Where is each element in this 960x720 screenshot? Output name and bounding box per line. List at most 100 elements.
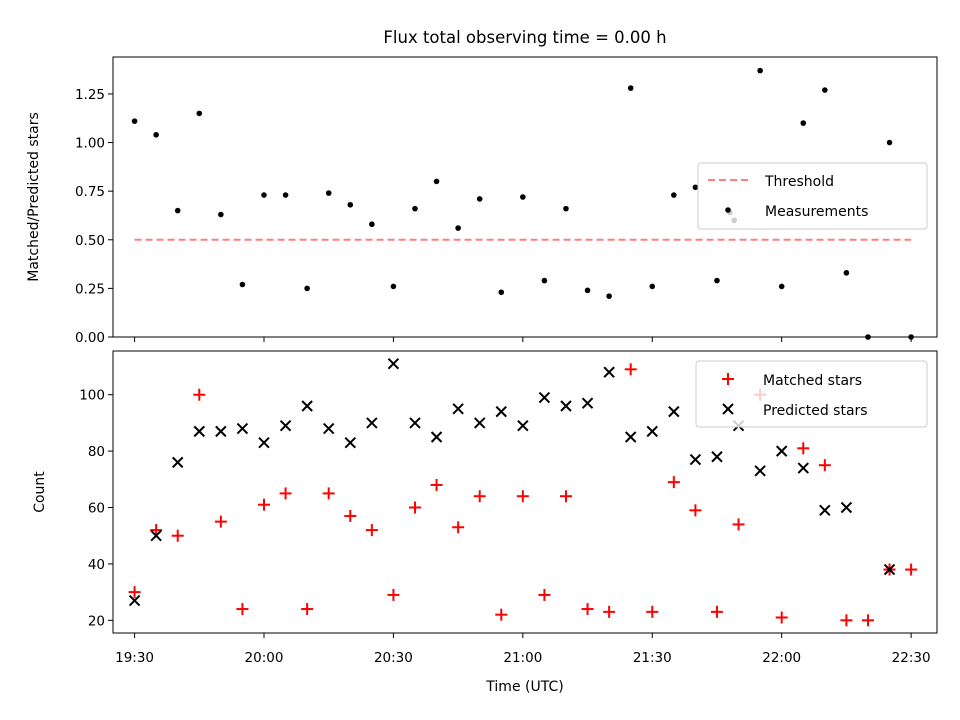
ratio-legend: Threshold Measurements: [697, 162, 928, 230]
x-tick-label: 19:30: [115, 650, 154, 666]
matched-star-point: [689, 504, 702, 517]
matched-stars-points: [128, 363, 918, 627]
matched-star-point: [646, 605, 659, 618]
matched-star-point: [818, 459, 831, 472]
count-y-axis-label: Count: [32, 471, 48, 513]
predicted-star-point: [883, 563, 896, 576]
measurement-point: [671, 192, 677, 198]
predicted-star-point: [517, 420, 529, 432]
predicted-star-point: [301, 400, 313, 412]
predicted-star-point: [344, 436, 356, 449]
measurement-point: [369, 221, 375, 228]
measurement-point: [347, 201, 354, 208]
measurement-point: [714, 277, 720, 284]
predicted-star-point: [689, 453, 702, 466]
measurement-point: [822, 87, 828, 93]
count-y-ticks: 20 40 60 80 100: [79, 388, 113, 629]
measurement-points: [131, 67, 914, 340]
x-tick-label: 22:00: [762, 650, 801, 666]
matched-star-point: [344, 509, 357, 522]
predicted-stars-points: [128, 357, 896, 607]
x-tick-label: 20:00: [245, 650, 284, 666]
matched-star-point: [559, 490, 572, 503]
measurement-point: [541, 277, 548, 284]
matched-star-point: [538, 588, 551, 601]
predicted-star-point: [754, 465, 766, 477]
matched-star-point: [430, 478, 443, 491]
ratio-y-tick-label: 0.75: [75, 184, 105, 200]
ratio-panel: 0.00 0.25 0.50 0.75 1.00 1.25 Matched/Predict…: [26, 56, 938, 346]
matched-star-point: [581, 603, 594, 616]
measurement-point: [304, 285, 310, 292]
matched-star-point: [775, 611, 788, 624]
matched-star-point: [861, 614, 874, 627]
count-y-tick-label: 80: [88, 444, 105, 460]
measurement-point: [498, 289, 505, 296]
predicted-star-point: [258, 436, 270, 449]
ratio-legend-box: [697, 162, 928, 230]
count-y-tick-label: 60: [88, 501, 105, 517]
matched-star-point: [408, 501, 421, 514]
predicted-star-point: [430, 431, 443, 443]
measurement-point: [153, 131, 159, 138]
matched-star-point: [624, 363, 637, 376]
predicted-star-point: [538, 391, 551, 404]
count-panel: 20 40 60 80 100 19:30 20:00 20:30 21:00 21:30 22:…: [32, 350, 938, 695]
legend-predicted-swatch: [722, 403, 734, 415]
matched-star-point: [171, 529, 184, 542]
matched-star-point: [236, 603, 249, 616]
legend-predicted-label: Predicted stars: [763, 403, 868, 419]
matched-star-point: [257, 498, 270, 511]
predicted-star-point: [322, 422, 335, 435]
ratio-y-tick-label: 1.00: [75, 136, 105, 152]
measurement-point: [778, 283, 785, 290]
matched-star-point: [452, 521, 465, 534]
matched-star-point: [667, 476, 680, 489]
matched-star-point: [840, 614, 853, 627]
measurement-point: [649, 283, 656, 290]
matched-star-point: [193, 388, 206, 401]
measurement-point: [843, 270, 850, 276]
ratio-y-axis-label: Matched/Predicted stars: [26, 112, 42, 282]
count-y-tick-label: 20: [88, 613, 105, 629]
measurement-point: [584, 287, 591, 294]
predicted-star-point: [387, 357, 400, 370]
predicted-star-point: [624, 431, 637, 443]
matched-star-point: [495, 608, 508, 621]
measurement-point: [627, 85, 634, 91]
predicted-star-point: [150, 530, 162, 542]
predicted-star-point: [581, 397, 594, 409]
measurement-point: [757, 67, 763, 74]
legend-measurements-swatch: [725, 207, 731, 213]
predicted-star-point: [279, 420, 292, 432]
matched-star-point: [150, 524, 163, 537]
count-x-ticks: 19:30 20:00 20:30 21:00 21:30 22:00 22:30: [115, 633, 931, 666]
measurement-point: [282, 192, 289, 198]
measurement-point: [261, 192, 267, 198]
measurement-point: [131, 118, 138, 124]
legend-matched-swatch: [722, 373, 734, 385]
legend-matched-label: Matched stars: [763, 373, 862, 389]
matched-star-point: [214, 515, 227, 528]
predicted-star-point: [215, 425, 227, 438]
measurement-point: [239, 281, 246, 288]
matched-star-point: [710, 605, 723, 618]
count-legend: Matched stars Predicted stars: [695, 360, 928, 428]
measurement-point: [174, 207, 181, 214]
predicted-star-point: [840, 501, 853, 514]
measurement-point: [692, 184, 699, 191]
matched-star-point: [128, 586, 141, 599]
matched-star-point: [387, 588, 400, 601]
matched-star-point: [322, 487, 335, 500]
legend-measurements-label: Measurements: [765, 204, 868, 220]
measurement-point: [412, 205, 418, 212]
predicted-star-point: [775, 445, 788, 457]
measurement-point: [476, 196, 483, 202]
measurement-point: [218, 211, 224, 218]
predicted-star-point: [819, 504, 831, 517]
matched-star-point: [905, 563, 918, 576]
predicted-star-point: [603, 366, 615, 378]
predicted-star-point: [560, 400, 572, 412]
